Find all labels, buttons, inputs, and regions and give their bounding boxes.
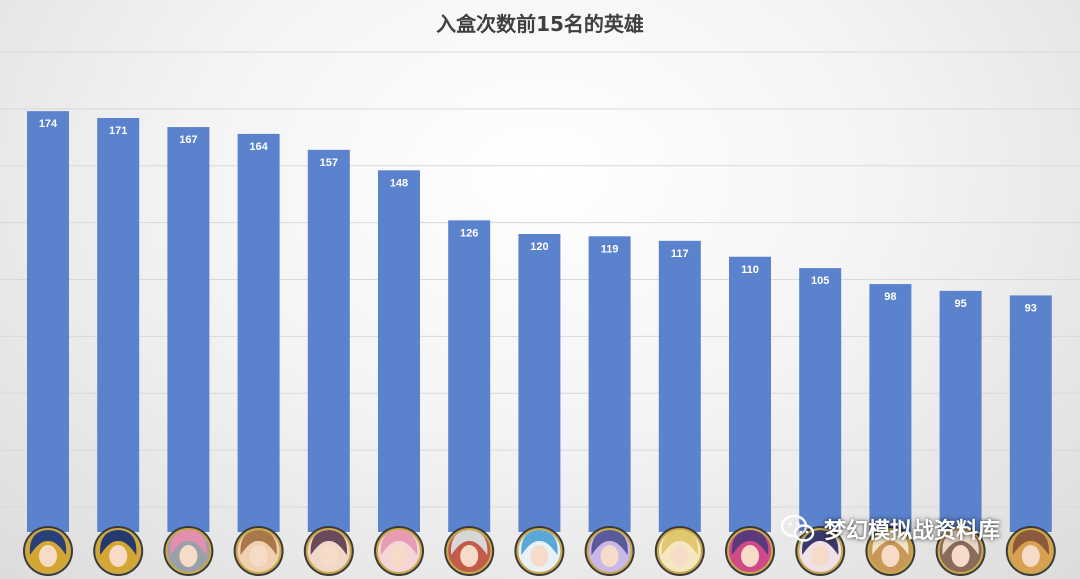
data-label: 120: [530, 241, 548, 253]
hero-portrait-icon: [374, 526, 424, 576]
data-label: 174: [39, 118, 58, 130]
bar-hero-12: [799, 268, 842, 532]
data-label: 148: [390, 177, 408, 189]
hero-portrait-icon: [1005, 526, 1056, 576]
data-label: 157: [320, 157, 338, 169]
data-label: 126: [460, 227, 478, 239]
hero-portrait-icon: [93, 526, 144, 576]
hero-portrait-icon: [935, 526, 986, 576]
bar-hero-6: [378, 170, 420, 533]
data-label: 95: [954, 298, 966, 310]
hero-portrait-icon: [654, 526, 705, 576]
bar-hero-5: [307, 149, 350, 532]
watermark-text: 梦幻模拟战资料库: [824, 519, 1001, 544]
hero-portrait-icon: [444, 526, 495, 576]
bar-hero-7: [448, 220, 491, 532]
data-label: 119: [601, 243, 619, 255]
data-label: 117: [671, 248, 689, 260]
data-label: 98: [884, 291, 896, 303]
bar-hero-4: [237, 133, 280, 532]
hero-portrait-icon: [163, 526, 214, 576]
data-label: 105: [811, 275, 829, 287]
data-label: 164: [249, 141, 268, 153]
bar-hero-15: [1009, 295, 1052, 532]
bar-hero-14: [939, 290, 982, 532]
data-labels: 174 171 167 164 157 148 126 120 119 117 110 105 98 95…: [39, 118, 1037, 314]
data-label: 167: [179, 134, 197, 146]
bar-hero-2: [97, 117, 140, 532]
bar-hero-9: [588, 236, 631, 532]
hero-portrait-icon: [514, 526, 565, 576]
bars: [27, 111, 1052, 533]
hero-portrait-icon: [725, 526, 775, 576]
bar-hero-10: [658, 240, 701, 532]
wechat-icon: [780, 514, 815, 542]
hero-portrait-icon: [584, 526, 635, 576]
bar-hero-3: [167, 127, 210, 532]
watermark: 梦幻模拟战资料库: [780, 512, 1000, 546]
hero-portrait-icon: [233, 526, 284, 576]
hero-portrait-icon: [865, 526, 916, 576]
data-label: 110: [741, 264, 759, 276]
data-label: 93: [1025, 302, 1037, 314]
bar-hero-8: [518, 234, 561, 532]
bar-hero-11: [729, 256, 771, 532]
hero-portrait-icon: [303, 526, 354, 576]
data-label: 171: [109, 125, 127, 137]
bar-hero-13: [869, 284, 912, 532]
hero-portrait-icon: [23, 526, 73, 576]
bar-hero-1: [27, 111, 69, 533]
chart-title: 入盒次数前15名的英雄: [436, 12, 644, 36]
